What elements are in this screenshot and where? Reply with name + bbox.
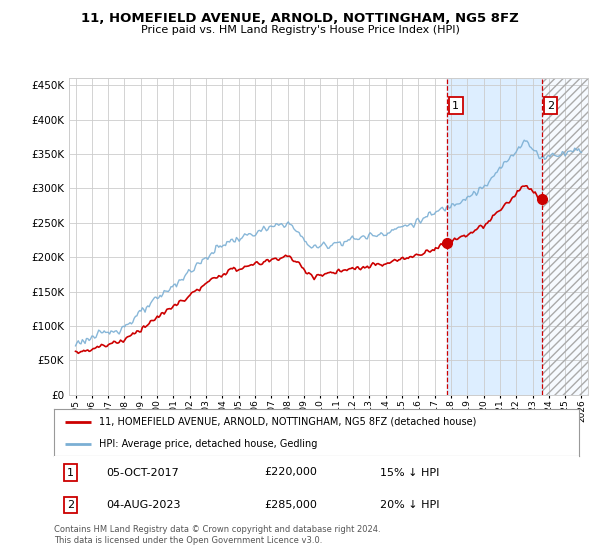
Bar [448, 78, 542, 395]
Bar [542, 78, 588, 395]
Text: 20% ↓ HPI: 20% ↓ HPI [380, 500, 439, 510]
Text: 1: 1 [452, 101, 459, 110]
Text: 2: 2 [547, 101, 554, 110]
Text: 11, HOMEFIELD AVENUE, ARNOLD, NOTTINGHAM, NG5 8FZ (detached house): 11, HOMEFIELD AVENUE, ARNOLD, NOTTINGHAM… [98, 417, 476, 427]
Bar [542, 78, 588, 395]
Text: 2: 2 [67, 500, 74, 510]
Text: 05-OCT-2017: 05-OCT-2017 [107, 468, 179, 478]
Text: HPI: Average price, detached house, Gedling: HPI: Average price, detached house, Gedl… [98, 438, 317, 449]
Text: Contains HM Land Registry data © Crown copyright and database right 2024.
This d: Contains HM Land Registry data © Crown c… [54, 525, 380, 545]
Text: £220,000: £220,000 [264, 468, 317, 478]
Text: 1: 1 [67, 468, 74, 478]
Text: Price paid vs. HM Land Registry's House Price Index (HPI): Price paid vs. HM Land Registry's House … [140, 25, 460, 35]
Bar [542, 78, 588, 395]
Text: 15% ↓ HPI: 15% ↓ HPI [380, 468, 439, 478]
Text: 04-AUG-2023: 04-AUG-2023 [107, 500, 181, 510]
Text: £285,000: £285,000 [264, 500, 317, 510]
Text: 11, HOMEFIELD AVENUE, ARNOLD, NOTTINGHAM, NG5 8FZ: 11, HOMEFIELD AVENUE, ARNOLD, NOTTINGHAM… [81, 12, 519, 25]
